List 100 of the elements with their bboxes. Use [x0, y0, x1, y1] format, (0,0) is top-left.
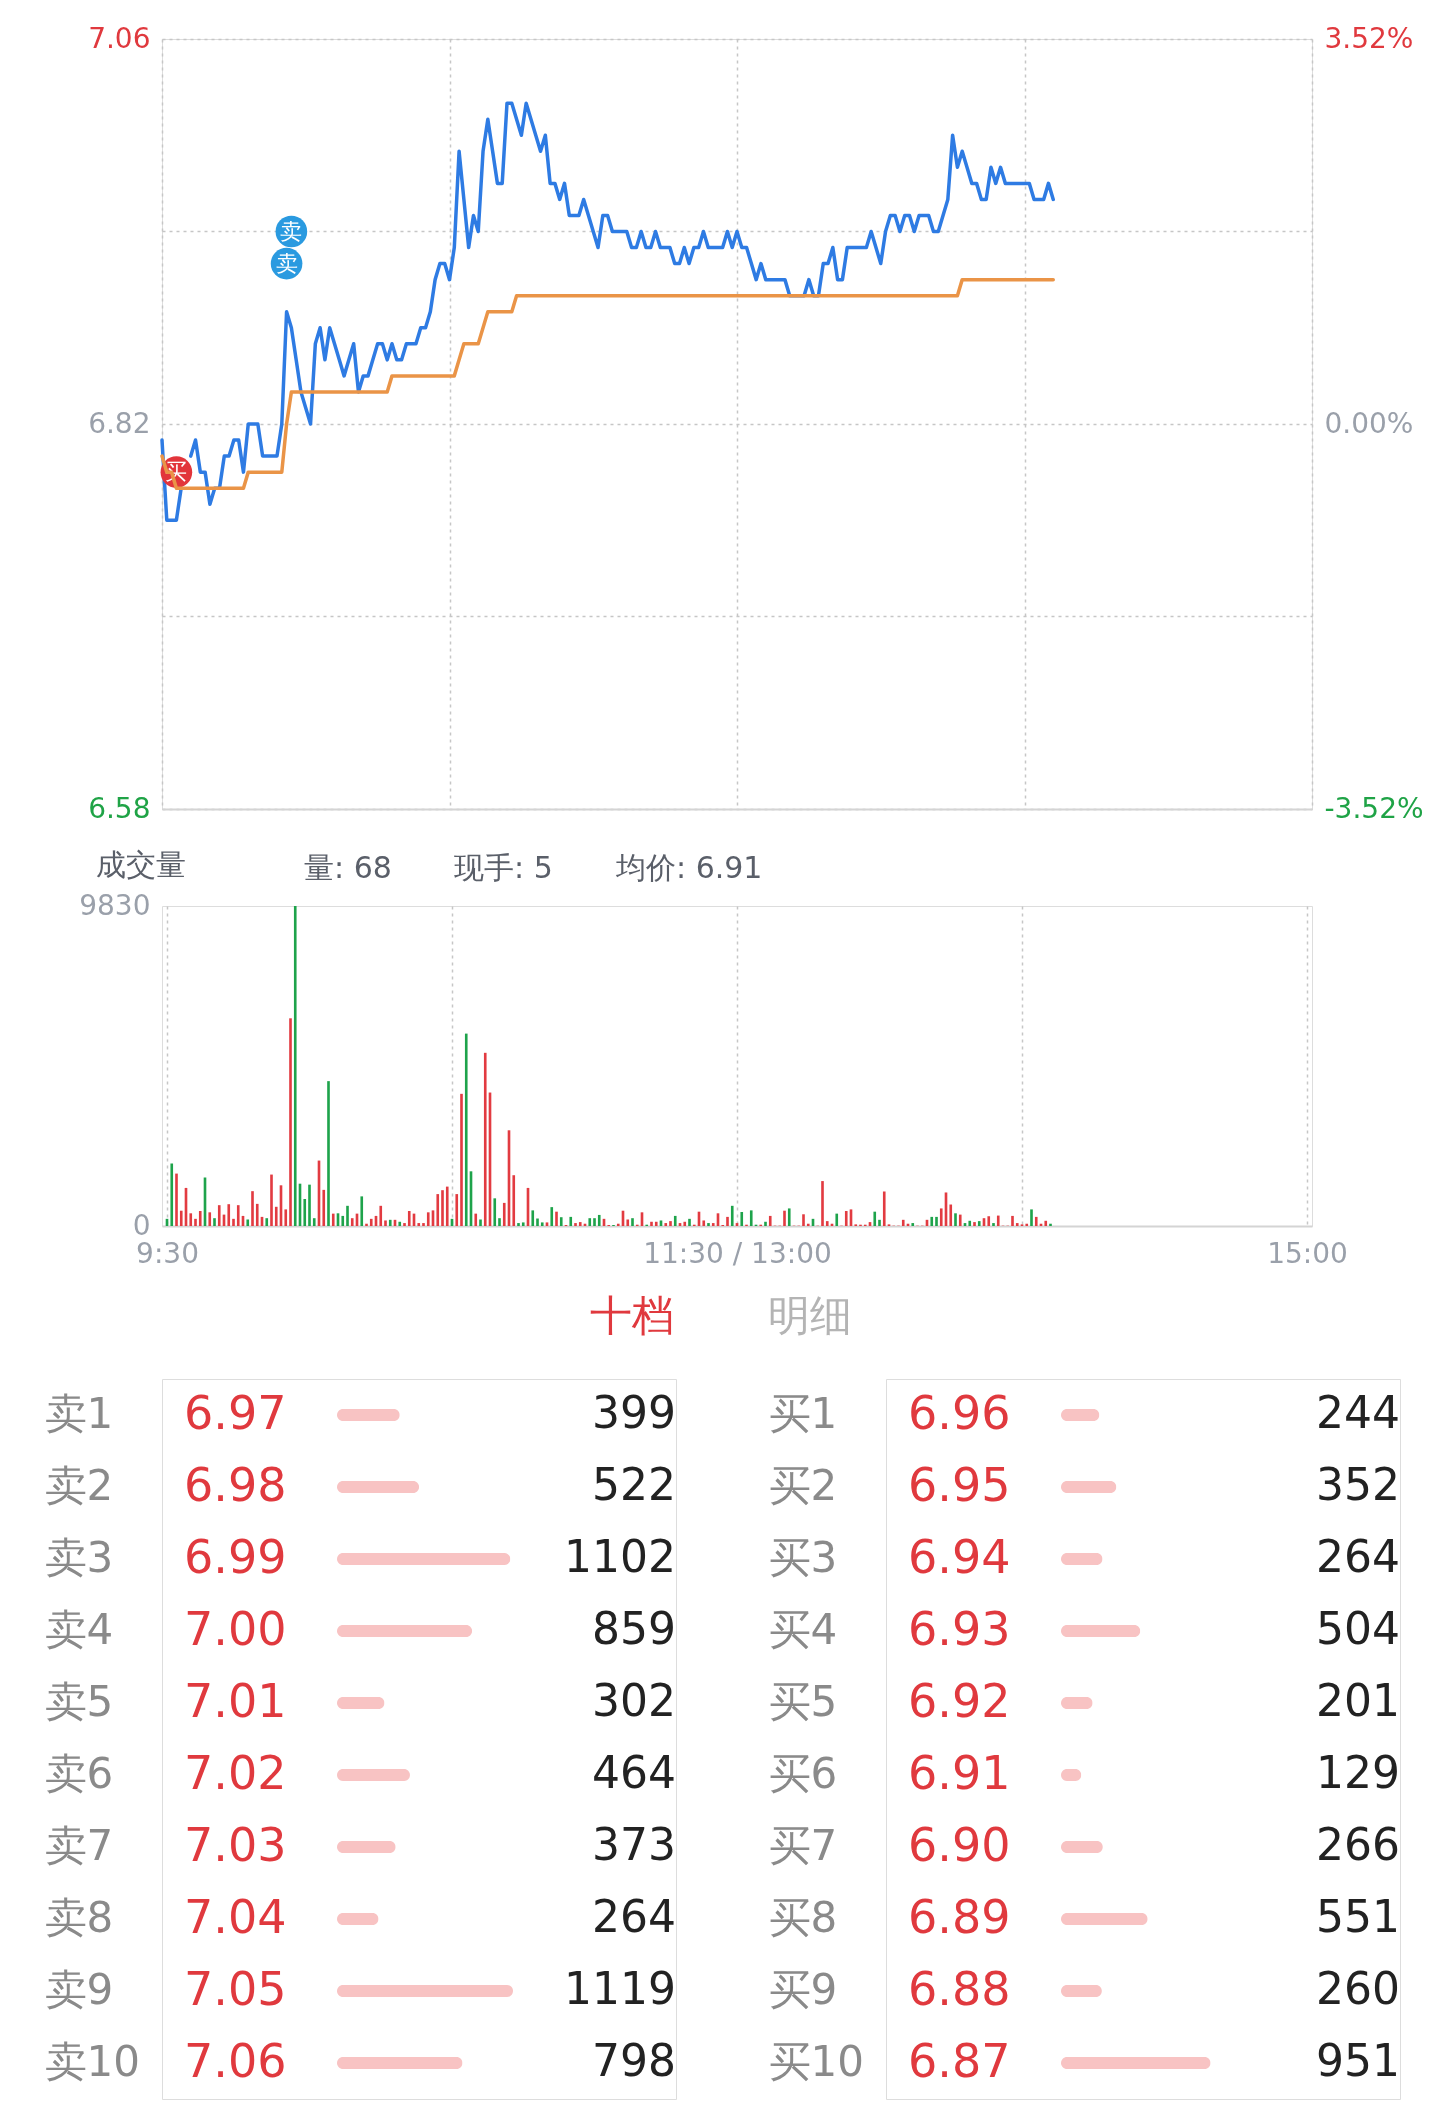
- bar: [536, 1218, 539, 1226]
- data-label: 951: [1316, 2035, 1400, 2086]
- data-label: 1119: [564, 1963, 676, 2014]
- text: 十档: [590, 1291, 674, 1340]
- bar: [702, 1220, 706, 1226]
- data-label: 522: [592, 1459, 676, 1510]
- bar: [445, 1186, 449, 1226]
- bar: [935, 1216, 938, 1226]
- bar: [337, 1697, 385, 1709]
- bar: [597, 1214, 601, 1226]
- bar: [650, 1221, 653, 1226]
- text: 7.06: [184, 2034, 287, 2088]
- text: 6.94: [908, 1530, 1011, 1584]
- y-tick-label: 卖4: [44, 1605, 114, 1654]
- bar: [977, 1221, 981, 1226]
- bar: [441, 1190, 444, 1226]
- line-series: [160, 277, 1055, 490]
- bar: [417, 1223, 421, 1226]
- bar: [388, 1219, 392, 1226]
- bar: [189, 1213, 193, 1226]
- bar: [346, 1205, 349, 1226]
- bar: [1025, 1223, 1029, 1226]
- bar: [170, 1163, 174, 1226]
- bar: [464, 1033, 468, 1226]
- bar: [337, 1553, 511, 1565]
- bar: [588, 1218, 592, 1226]
- data-label: 399: [592, 1387, 676, 1438]
- bar: [517, 1223, 520, 1226]
- bar: [337, 1481, 420, 1493]
- bar: [289, 1018, 292, 1226]
- bar: [1015, 1223, 1019, 1226]
- bar: [673, 1215, 677, 1226]
- data-label: 504: [1316, 1603, 1400, 1654]
- bar: [726, 1216, 729, 1226]
- y-tick-label: 卖9: [44, 1965, 114, 2014]
- y-tick-label: 买9: [768, 1965, 838, 2014]
- bar: [593, 1218, 596, 1226]
- bar: [227, 1204, 231, 1226]
- bar: [213, 1218, 216, 1226]
- text: 明细: [768, 1291, 852, 1340]
- y-tick-label: 买7: [768, 1821, 838, 1870]
- y-tick-label: 卖2: [44, 1461, 114, 1510]
- bar: [654, 1221, 658, 1226]
- bar: [521, 1222, 525, 1226]
- data-label: 1102: [564, 1531, 676, 1582]
- bar: [730, 1205, 734, 1226]
- bar: [398, 1221, 402, 1226]
- bar: [825, 1221, 829, 1226]
- text: 7.05: [184, 1962, 287, 2016]
- y-tick-label: 7.06: [88, 21, 151, 55]
- bar: [251, 1191, 254, 1226]
- y-tick-label: 卖3: [44, 1533, 114, 1582]
- bar: [208, 1212, 212, 1226]
- bar: [422, 1223, 425, 1226]
- series-label: 卖: [275, 250, 298, 276]
- data-label: 302: [592, 1675, 676, 1726]
- bar: [426, 1212, 430, 1226]
- text: 6.97: [184, 1386, 287, 1440]
- bar: [911, 1223, 915, 1226]
- bar: [365, 1223, 368, 1226]
- bar: [1034, 1216, 1038, 1226]
- y-tick-label: 买1: [768, 1389, 838, 1438]
- bar: [379, 1205, 383, 1226]
- bar: [550, 1207, 554, 1226]
- text: 7.04: [184, 1890, 287, 1944]
- bar: [616, 1223, 620, 1226]
- y-tick-label: 9830: [79, 888, 151, 922]
- text: 7.03: [184, 1818, 287, 1872]
- bar: [493, 1198, 497, 1226]
- text: 6.88: [908, 1962, 1011, 2016]
- bar: [540, 1222, 544, 1226]
- bar: [873, 1211, 877, 1226]
- bar: [844, 1211, 848, 1226]
- bar: [498, 1218, 501, 1226]
- text: 7.02: [184, 1746, 287, 1800]
- bar: [337, 2057, 463, 2069]
- bar: [502, 1202, 506, 1226]
- text: 7.01: [184, 1674, 287, 1728]
- y-tick-label: 买6: [768, 1749, 838, 1798]
- x-tick-label: 15:00: [1267, 1236, 1348, 1270]
- text: 6.96: [908, 1386, 1011, 1440]
- bar: [973, 1222, 976, 1226]
- bar: [768, 1215, 772, 1226]
- bar: [1061, 1913, 1148, 1925]
- text: 6.93: [908, 1602, 1011, 1656]
- bar: [569, 1216, 573, 1226]
- bar: [303, 1198, 307, 1226]
- bar: [835, 1213, 839, 1226]
- bar: [707, 1223, 710, 1226]
- text: 卖: [280, 218, 303, 244]
- y2-tick-label: 0.00%: [1324, 406, 1414, 440]
- bar: [878, 1219, 881, 1226]
- data-label: 264: [1316, 1531, 1400, 1582]
- bar: [711, 1223, 715, 1226]
- bar: [474, 1213, 478, 1226]
- y-tick-label: 买5: [768, 1677, 838, 1726]
- y-tick-label: 卖1: [44, 1389, 114, 1438]
- text: 6.89: [908, 1890, 1011, 1944]
- bar: [1049, 1223, 1052, 1226]
- bar: [559, 1217, 563, 1226]
